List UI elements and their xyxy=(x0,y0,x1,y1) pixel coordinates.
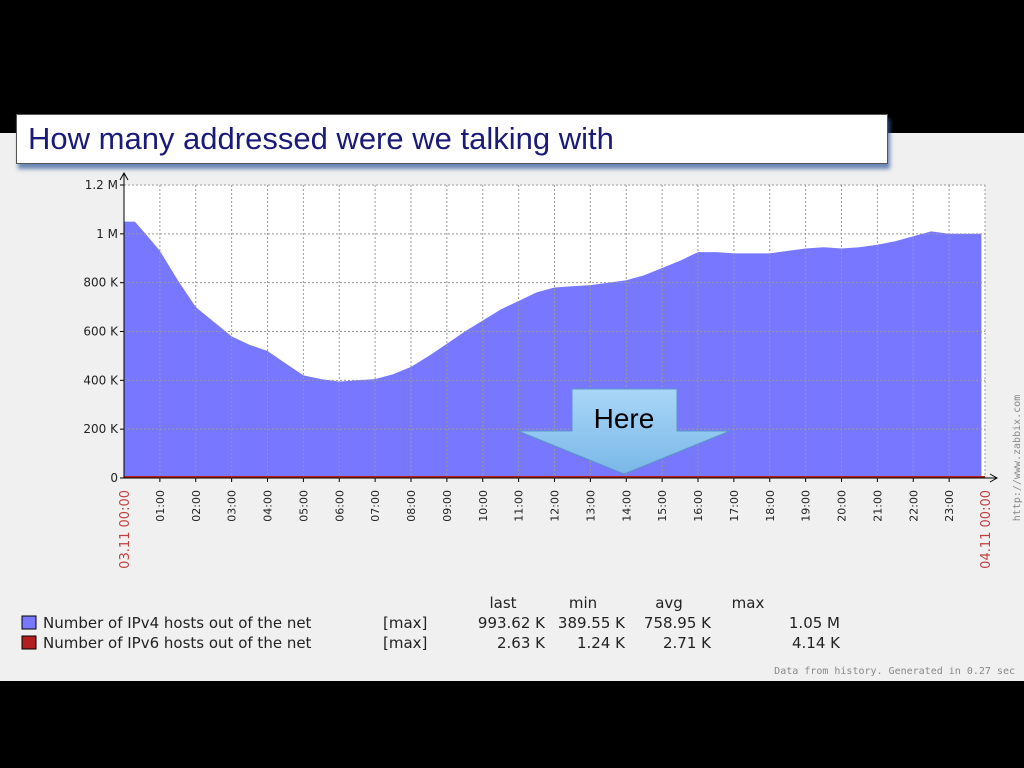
x-tick-label: 13:00 xyxy=(584,490,597,522)
y-tick-label: 600 K xyxy=(83,325,119,339)
x-tick-label: 03:00 xyxy=(226,490,239,522)
here-callout-arrow xyxy=(517,388,731,475)
x-end-label: 04.11 00:00 xyxy=(979,490,994,569)
x-tick-label: 15:00 xyxy=(656,490,669,522)
watermark-text: http://www.zabbix.com xyxy=(1012,395,1023,521)
legend-value-last: 2.63 K xyxy=(497,634,546,652)
x-tick-label: 10:00 xyxy=(477,490,490,522)
x-axis-arrow xyxy=(989,473,999,483)
here-callout-label: Here xyxy=(593,403,655,434)
x-tick-label: 18:00 xyxy=(764,490,777,522)
legend-value-last: 993.62 K xyxy=(478,614,546,632)
legend-swatch xyxy=(21,635,37,650)
x-tick-label: 05:00 xyxy=(297,490,310,522)
x-tick-label: 23:00 xyxy=(943,490,956,522)
chart-panel: 0 200 K 400 K 600 K 800 K 1 M 1.2 M 01:00 02:00 0… xyxy=(0,133,1024,681)
x-tick-label: 16:00 xyxy=(692,490,705,522)
legend-func: [max] xyxy=(383,634,427,652)
x-tick-label: 17:00 xyxy=(728,490,741,522)
x-tick-label: 07:00 xyxy=(369,490,382,522)
x-tick-label: 12:00 xyxy=(549,490,562,522)
x-tick-label: 04:00 xyxy=(262,490,275,522)
x-tick-label: 09:00 xyxy=(441,490,454,522)
x-tick-label: 06:00 xyxy=(333,490,346,522)
series-ipv4-area xyxy=(124,221,982,478)
legend-value-max: 1.05 M xyxy=(789,614,840,632)
slide-title-box: How many addressed were we talking with xyxy=(16,114,888,164)
legend-value-avg: 758.95 K xyxy=(644,614,712,632)
x-tick-label: 20:00 xyxy=(836,490,849,522)
y-tick-label: 400 K xyxy=(83,373,119,387)
x-start-label: 03.11 00:00 xyxy=(118,490,133,569)
legend-header-avg: avg xyxy=(655,594,683,612)
y-tick-label: 1 M xyxy=(96,227,118,241)
legend-header-min: min xyxy=(569,594,597,612)
y-tick-label: 800 K xyxy=(83,276,119,290)
legend-swatch xyxy=(21,615,37,630)
x-tick-label: 02:00 xyxy=(190,490,203,522)
y-tick-label: 0 xyxy=(110,471,118,485)
slide-title: How many addressed were we talking with xyxy=(28,121,614,156)
legend-header-max: max xyxy=(732,594,765,612)
x-tick-label: 21:00 xyxy=(871,490,884,522)
legend-header-last: last xyxy=(489,594,516,612)
legend-value-max: 4.14 K xyxy=(792,634,841,652)
legend-func: [max] xyxy=(383,614,427,632)
legend-series-name: Number of IPv4 hosts out of the net xyxy=(43,614,312,632)
legend-value-min: 1.24 K xyxy=(577,634,626,652)
y-tick-label: 200 K xyxy=(83,422,119,436)
legend-value-avg: 2.71 K xyxy=(663,634,712,652)
chart-svg: 0 200 K 400 K 600 K 800 K 1 M 1.2 M 01:00 02:00 0… xyxy=(21,171,1023,677)
legend-value-min: 389.55 K xyxy=(558,614,626,632)
x-tick-label: 22:00 xyxy=(907,490,920,522)
footer-note: Data from history. Generated in 0.27 sec xyxy=(774,666,1015,677)
x-tick-label: 01:00 xyxy=(154,490,167,522)
x-tick-label: 08:00 xyxy=(405,490,418,522)
legend-series-name: Number of IPv6 hosts out of the net xyxy=(43,634,312,652)
x-tick-label: 14:00 xyxy=(620,490,633,522)
x-tick-label: 11:00 xyxy=(513,490,526,522)
y-tick-label: 1.2 M xyxy=(85,178,118,192)
x-tick-label: 19:00 xyxy=(800,490,813,522)
y-axis-arrow xyxy=(119,171,129,181)
